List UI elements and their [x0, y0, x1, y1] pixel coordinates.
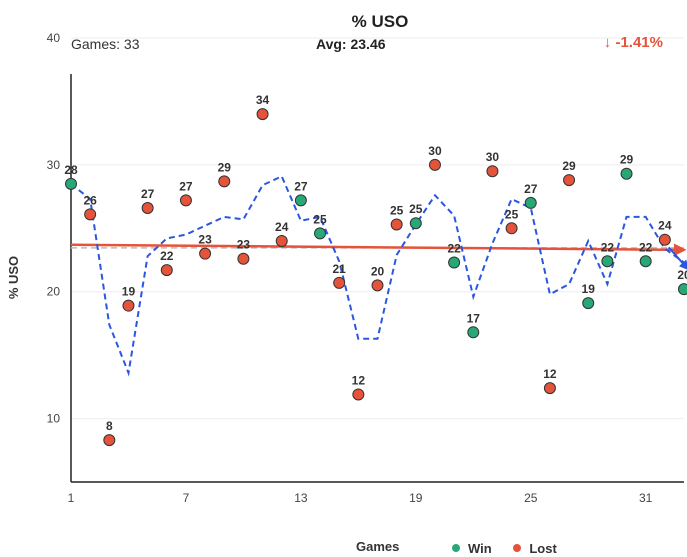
data-label: 30	[428, 144, 442, 158]
data-label: 23	[237, 238, 251, 252]
data-point-lost	[563, 174, 576, 187]
data-point-lost	[352, 388, 365, 401]
data-point-lost	[658, 233, 671, 246]
y-tick-label: 30	[47, 158, 61, 172]
data-label: 20	[371, 264, 385, 278]
y-tick-label: 40	[47, 31, 61, 45]
data-label: 29	[562, 159, 576, 173]
data-point-lost	[237, 252, 250, 265]
data-point-win	[601, 255, 614, 268]
data-point-win	[448, 256, 461, 269]
data-label: 23	[198, 233, 212, 247]
data-label: 29	[218, 160, 232, 174]
legend-item-win[interactable]: Win	[452, 541, 492, 556]
legend-item-lost[interactable]: Lost	[513, 540, 557, 556]
data-point-lost	[84, 208, 97, 221]
data-point-lost	[428, 158, 441, 171]
data-point-lost	[333, 276, 346, 289]
data-label: 29	[620, 153, 634, 167]
data-label: 24	[658, 219, 672, 233]
x-axis-label: Games	[356, 539, 400, 554]
legend-label-win: Win	[468, 540, 492, 556]
data-point-lost	[218, 175, 231, 188]
data-label: 17	[467, 311, 481, 325]
moving-average-arrow	[667, 246, 687, 271]
y-tick-label: 10	[47, 412, 61, 426]
data-label: 27	[524, 182, 538, 196]
data-label: 22	[639, 240, 653, 254]
data-label: 30	[486, 150, 500, 164]
chart-title: % USO	[351, 12, 409, 31]
data-label: 26	[83, 193, 97, 207]
data-label: 27	[141, 187, 155, 201]
data-label: 19	[122, 285, 136, 299]
data-point-lost	[371, 279, 384, 292]
x-tick-label: 7	[183, 491, 190, 505]
change-indicator: ↓ -1.41%	[603, 34, 663, 51]
data-point-win	[678, 283, 687, 296]
data-label: 21	[333, 262, 347, 276]
data-point-lost	[275, 234, 288, 247]
average-value: Avg: 23.46	[316, 36, 386, 52]
data-label: 20	[677, 268, 687, 282]
data-point-win	[620, 167, 633, 180]
data-point-lost	[179, 194, 192, 207]
data-label: 12	[352, 373, 366, 387]
data-label: 25	[409, 202, 423, 216]
data-label: 22	[447, 242, 461, 256]
legend-label-lost: Lost	[529, 540, 557, 556]
data-label: 19	[582, 282, 596, 296]
x-tick-label: 31	[639, 491, 653, 505]
data-point-win	[65, 177, 77, 190]
data-point-win	[639, 255, 652, 268]
data-point-lost	[505, 222, 518, 235]
data-label: 34	[256, 93, 270, 107]
data-point-win	[467, 326, 480, 339]
data-point-lost	[256, 108, 269, 121]
x-tick-label: 1	[68, 491, 75, 505]
data-label: 25	[313, 212, 327, 226]
moving-average-line	[70, 174, 685, 377]
y-tick-label: 20	[47, 285, 61, 299]
data-point-lost	[160, 264, 173, 277]
data-label: 22	[601, 240, 615, 254]
lost-marker-icon	[513, 544, 522, 552]
data-point-lost	[390, 218, 403, 231]
data-point-win	[409, 217, 422, 230]
data-point-lost	[199, 247, 212, 260]
data-point-win	[524, 196, 537, 209]
data-point-win	[582, 297, 595, 310]
data-point-win	[294, 194, 307, 207]
x-tick-label: 25	[524, 491, 538, 505]
data-label: 27	[179, 179, 193, 193]
data-label: 24	[275, 220, 289, 234]
data-point-win	[314, 227, 327, 240]
data-point-lost	[486, 165, 499, 178]
data-label: 8	[106, 419, 113, 433]
data-label: 27	[294, 179, 308, 193]
data-label: 12	[543, 367, 557, 381]
data-point-lost	[543, 382, 556, 395]
data-label: 25	[505, 207, 519, 221]
data-point-lost	[103, 434, 116, 447]
data-point-lost	[122, 299, 135, 312]
games-count: Games: 33	[71, 36, 140, 52]
data-label: 25	[390, 203, 404, 217]
x-tick-label: 19	[409, 491, 423, 505]
win-marker-icon	[452, 544, 460, 552]
y-axis-label: % USO	[6, 255, 22, 300]
data-point-lost	[141, 201, 154, 214]
data-label: 22	[160, 249, 174, 263]
legend: Win Lost	[452, 540, 575, 556]
data-label: 28	[64, 163, 78, 177]
x-tick-label: 13	[294, 491, 308, 505]
trend-line	[70, 243, 687, 257]
